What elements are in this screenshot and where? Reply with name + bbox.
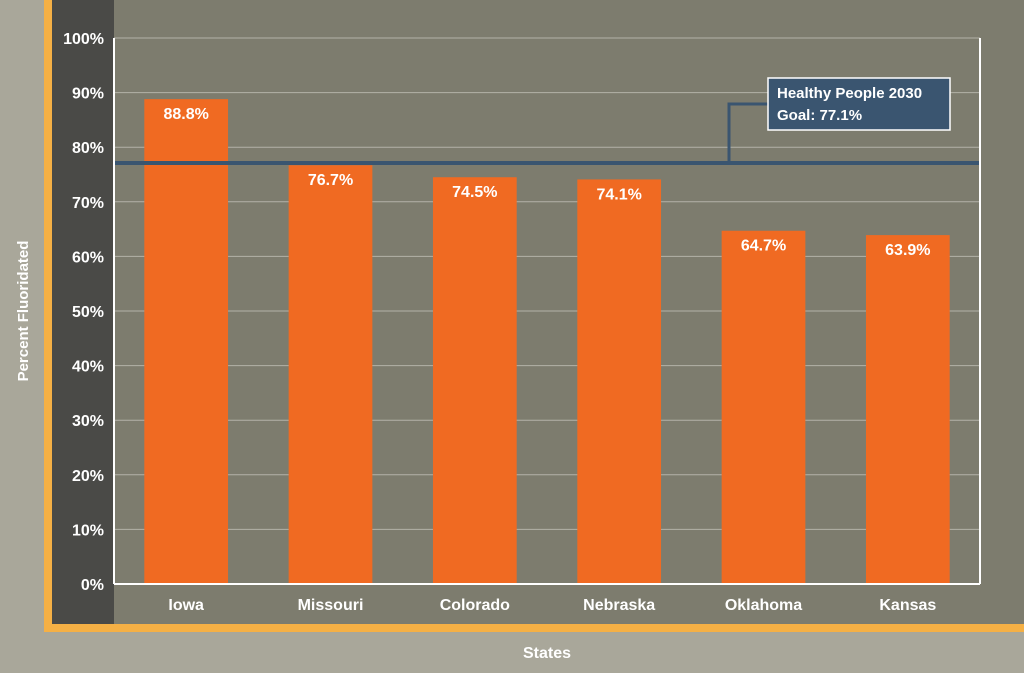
y-tick-label: 100% <box>63 31 104 48</box>
y-tick-label: 0% <box>81 577 104 594</box>
y-tick-label: 70% <box>72 195 104 212</box>
y-tick-label: 10% <box>72 522 104 539</box>
y-tick-label: 80% <box>72 140 104 157</box>
bar-value-label: 88.8% <box>163 106 208 123</box>
goal-annotation: Healthy People 2030 Goal: 77.1% <box>114 77 980 166</box>
bar <box>865 235 950 584</box>
gridlines <box>114 37 980 530</box>
bars: 88.8% 76.7% 74.5% 74.1% 64.7% 63.9% <box>144 99 950 585</box>
bar <box>432 177 517 585</box>
y-axis-ticks: 0% 10% 20% 30% 40% 50% 60% 70% 80% 90% 100% <box>63 31 104 594</box>
bar-value-label: 63.9% <box>885 242 930 259</box>
bar-value-label: 64.7% <box>741 238 786 255</box>
y-tick-label: 60% <box>72 249 104 266</box>
goal-callout-line1: Healthy People 2030 <box>777 85 922 102</box>
x-tick-label: Missouri <box>298 597 364 614</box>
x-axis-ticks: Iowa Missouri Colorado Nebraska Oklahoma Kans… <box>168 597 936 614</box>
bar <box>144 99 229 584</box>
y-tick-label: 90% <box>72 86 104 103</box>
bar-value-label: 74.1% <box>596 186 641 203</box>
y-tick-label: 40% <box>72 359 104 376</box>
y-axis-title: Percent Fluoridated <box>15 241 32 382</box>
y-axis-panel <box>52 0 114 624</box>
goal-callout-leader <box>727 102 768 164</box>
goal-callout-box <box>767 77 951 131</box>
x-axis-title: States <box>523 645 571 662</box>
bar <box>721 230 806 584</box>
x-tick-label: Oklahoma <box>725 597 802 614</box>
bar-value-label: 76.7% <box>308 172 353 189</box>
bar-value-label: 74.5% <box>452 184 497 201</box>
x-tick-label: Iowa <box>168 597 204 614</box>
bar <box>288 165 373 584</box>
y-tick-label: 50% <box>72 304 104 321</box>
bar <box>577 179 662 584</box>
x-tick-label: Colorado <box>440 597 510 614</box>
y-tick-label: 20% <box>72 468 104 485</box>
goal-callout-line2: Goal: 77.1% <box>777 107 862 124</box>
x-tick-label: Kansas <box>879 597 936 614</box>
x-tick-label: Nebraska <box>583 597 655 614</box>
y-tick-label: 30% <box>72 413 104 430</box>
